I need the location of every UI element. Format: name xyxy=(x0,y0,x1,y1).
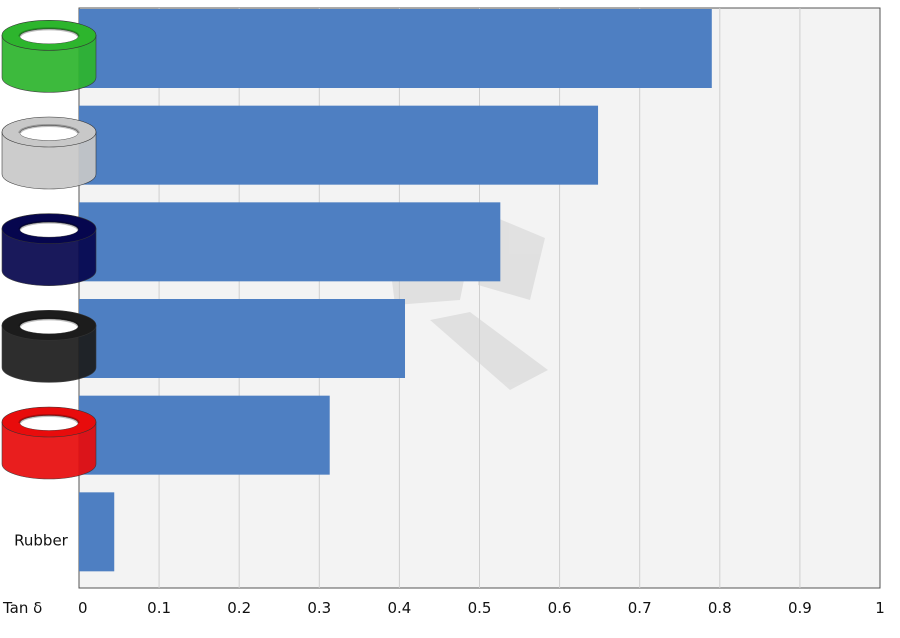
x-tick-label: 0.5 xyxy=(468,599,492,617)
x-tick-label: 0.6 xyxy=(548,599,572,617)
bar xyxy=(79,9,712,88)
x-axis-label: Tan δ xyxy=(2,599,42,617)
bar xyxy=(79,202,501,282)
x-tick-label: 0 xyxy=(78,599,88,617)
bar xyxy=(79,105,599,185)
green-ring-icon xyxy=(1,20,97,93)
x-tick-label: 0.1 xyxy=(147,599,171,617)
x-tick-label: 0.4 xyxy=(387,599,411,617)
category-label: Rubber xyxy=(14,532,69,550)
x-tick-label: 0.7 xyxy=(628,599,652,617)
black-ring-icon xyxy=(1,310,97,383)
x-tick-label: 0.2 xyxy=(227,599,251,617)
bar xyxy=(79,395,330,475)
navy-ring-icon xyxy=(1,213,97,286)
bar xyxy=(79,299,406,378)
x-tick-label: 0.3 xyxy=(307,599,331,617)
x-tick-label: 0.8 xyxy=(708,599,732,617)
grey-ring-icon xyxy=(1,116,97,190)
red-ring-icon xyxy=(1,406,97,480)
x-tick-label: 0.9 xyxy=(788,599,812,617)
bar xyxy=(79,492,115,572)
x-tick-label: 1 xyxy=(875,599,885,617)
